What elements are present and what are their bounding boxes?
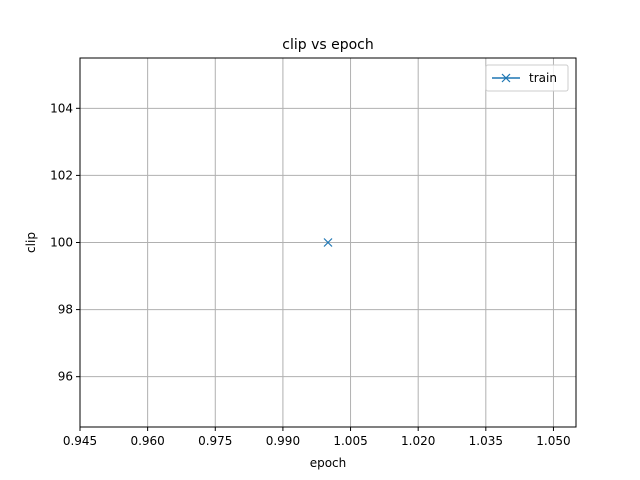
chart-title: clip vs epoch bbox=[282, 37, 373, 53]
y-axis-ticks: 96 98 100 102 104 bbox=[50, 101, 80, 384]
x-tick-label: 0.945 bbox=[63, 434, 97, 448]
legend: train bbox=[485, 64, 569, 92]
x-axis-ticks: 0.945 0.960 0.975 0.990 1.005 1.020 1.035 1.050 bbox=[63, 427, 571, 448]
x-tick-label: 0.960 bbox=[130, 434, 164, 448]
y-tick-label: 96 bbox=[58, 370, 73, 384]
y-tick-label: 102 bbox=[50, 168, 73, 182]
legend-marker-train bbox=[501, 73, 511, 83]
legend-box bbox=[485, 64, 569, 92]
series-group bbox=[323, 238, 333, 247]
legend-label-train: train bbox=[529, 71, 557, 85]
x-tick-label: 1.005 bbox=[333, 434, 367, 448]
y-tick-label: 98 bbox=[58, 303, 73, 317]
y-axis-label: clip bbox=[24, 232, 38, 253]
x-tick-label: 1.020 bbox=[401, 434, 435, 448]
x-tick-label: 0.990 bbox=[266, 434, 300, 448]
x-tick-label: 1.035 bbox=[469, 434, 503, 448]
y-tick-label: 100 bbox=[50, 236, 73, 250]
y-tick-label: 104 bbox=[50, 101, 73, 115]
x-tick-label: 0.975 bbox=[198, 434, 232, 448]
data-point-train bbox=[323, 238, 333, 247]
x-tick-label: 1.050 bbox=[536, 434, 570, 448]
x-axis-label: epoch bbox=[310, 456, 347, 470]
